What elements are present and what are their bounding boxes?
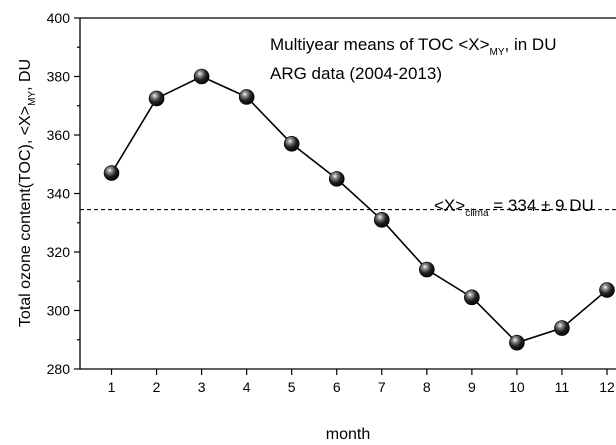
- data-point: [464, 289, 480, 306]
- x-tick-label: 11: [555, 379, 570, 395]
- y-tick-label: 320: [47, 244, 71, 260]
- clima-label: <X>clima = 334 ± 9 DU: [434, 196, 594, 219]
- x-tick-label: 9: [468, 379, 476, 395]
- y-axis-title-main: Total ozone content(TOC), <X>: [17, 106, 34, 327]
- clima-label-sub: clima: [465, 208, 489, 219]
- x-axis-title: month: [326, 426, 370, 443]
- y-tick-label: 280: [47, 361, 71, 377]
- data-point: [238, 89, 255, 105]
- x-tick-label: 4: [243, 379, 251, 395]
- y-axis-title-unit: , DU: [17, 59, 34, 91]
- data-point: [193, 68, 210, 85]
- y-ticks: 280 300 320 340 360 380 400: [47, 10, 80, 377]
- data-point: [103, 165, 120, 181]
- y-tick-label: 340: [47, 186, 71, 202]
- annotation-title-sub: MY: [490, 47, 505, 58]
- y-axis-title: Total ozone content(TOC), <X>MY, DU: [17, 59, 38, 327]
- x-tick-label: 7: [378, 379, 386, 395]
- clima-label-post: = 334 ± 9 DU: [489, 196, 594, 215]
- x-tick-label: 8: [423, 379, 431, 395]
- data-point: [419, 261, 435, 278]
- x-tick-label: 5: [288, 379, 296, 395]
- x-tick-label: 6: [333, 379, 341, 395]
- x-tick-label: 2: [153, 379, 161, 395]
- annotation-title-line1: Multiyear means of TOC <X>MY, in DU: [270, 35, 557, 58]
- data-point: [554, 320, 570, 336]
- data-point: [328, 171, 345, 187]
- data-point: [283, 135, 300, 152]
- y-tick-label: 360: [47, 127, 71, 143]
- y-axis-title-sub: MY: [27, 91, 38, 106]
- annotation-title-pre: Multiyear means of TOC <X>: [270, 35, 490, 54]
- x-tick-label: 3: [198, 379, 206, 395]
- y-tick-label: 380: [47, 69, 71, 85]
- annotation-title-post: , in DU: [505, 35, 557, 54]
- x-tick-label: 12: [599, 379, 615, 395]
- y-tick-label: 300: [47, 303, 71, 319]
- data-point: [148, 90, 165, 107]
- x-tick-label: 1: [108, 379, 116, 395]
- data-point: [599, 282, 615, 298]
- x-ticks: 1 2 3 4 5 6 7 8 9 10 11 12: [108, 369, 615, 395]
- series-line: [110, 75, 608, 344]
- x-tick-label: 10: [509, 379, 525, 395]
- clima-label-pre: <X>: [434, 196, 465, 215]
- data-point: [373, 212, 390, 228]
- data-point: [509, 334, 525, 351]
- annotation-title-line2: ARG data (2004-2013): [270, 64, 442, 83]
- y-tick-label: 400: [47, 10, 71, 26]
- data-points: [103, 68, 615, 351]
